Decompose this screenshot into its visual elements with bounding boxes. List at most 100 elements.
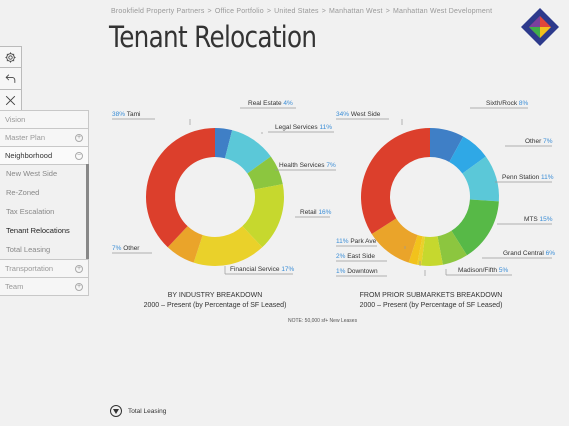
- slice-value: 7%: [112, 245, 122, 252]
- collapse-icon[interactable]: −: [75, 151, 83, 160]
- slice-name: Downtown: [347, 268, 378, 275]
- slice-label-real-estate: Real Estate 4%: [248, 100, 293, 107]
- chart-caption-submarkets: FROM PRIOR SUBMARKETS BREAKDOWN 2000 – P…: [351, 291, 511, 311]
- slice-label-other: 7% Other: [112, 245, 139, 252]
- breadcrumb: Brookfield Property Partners > Office Port…: [111, 8, 492, 15]
- slice-label-tami: 38% Tami: [112, 111, 140, 118]
- slice-name: Health Services: [279, 162, 325, 169]
- logo-shape-c: [540, 27, 551, 38]
- slice-value: 38%: [112, 111, 126, 118]
- breadcrumb-separator: >: [385, 8, 390, 15]
- sidebar-subitem-tenant-relocations[interactable]: Tenant Relocations: [6, 226, 70, 235]
- breadcrumb-separator: >: [266, 8, 272, 15]
- donut-slice-east-side: [408, 235, 423, 265]
- slice-name: East Side: [347, 253, 376, 260]
- slice-value: 2%: [336, 253, 346, 260]
- donut-slice-other: [167, 226, 203, 263]
- sidebar-subitem-tax-escalation[interactable]: Tax Escalation: [6, 207, 55, 216]
- slice-name: Grand Central: [503, 250, 544, 257]
- donut-slice-legal-services: [224, 130, 271, 174]
- expand-icon[interactable]: +: [75, 133, 83, 142]
- total-leasing-link[interactable]: Total Leasing: [110, 405, 166, 417]
- slice-label-east-side: 2% East Side: [336, 253, 375, 260]
- slice-label-financial-service: Financial Service 17%: [230, 266, 294, 273]
- breadcrumb-item[interactable]: Manhattan West: [329, 8, 383, 15]
- donut-slice-downtown: [417, 236, 425, 266]
- chart-subtitle: 2000 – Present (by Percentage of SF Leas…: [143, 302, 287, 309]
- slice-name: Madison/Fifth: [458, 267, 498, 274]
- breadcrumb-separator: >: [321, 8, 327, 15]
- slice-label-legal-services: Legal Services 11%: [275, 124, 332, 131]
- slice-name: Park Ave: [350, 238, 377, 245]
- slice-value: 34%: [336, 111, 350, 118]
- sidebar-item-label: Vision: [5, 115, 26, 124]
- donut-slice-other: [449, 136, 486, 174]
- sidebar-item-team[interactable]: Team +: [0, 277, 89, 296]
- chart-title: BY INDUSTRY BREAKDOWN: [167, 292, 263, 299]
- slice-label-west-side: 34% West Side: [336, 111, 380, 118]
- gear-icon: [5, 51, 16, 63]
- breadcrumb-item[interactable]: Brookfield Property Partners: [111, 8, 205, 15]
- donut-slice-health-services: [247, 156, 283, 190]
- slice-value: 11%: [541, 174, 554, 181]
- sidebar-submenu: New West Side Re-Zoned Tax Escalation Te…: [0, 164, 89, 259]
- donut-slice-west-side: [361, 128, 430, 234]
- breadcrumb-item[interactable]: Manhattan West Development: [392, 8, 493, 15]
- slice-value: 15%: [539, 216, 553, 223]
- slice-name: Tami: [126, 111, 141, 118]
- slice-name: West Side: [350, 111, 381, 118]
- expand-icon[interactable]: +: [75, 264, 83, 273]
- slice-label-mts: MTS 15%: [524, 216, 553, 223]
- slice-value: 7%: [326, 162, 336, 169]
- slice-value: 4%: [283, 100, 293, 107]
- slice-label-penn-station: Penn Station 11%: [502, 174, 554, 181]
- slice-name: Penn Station: [502, 174, 540, 181]
- donut-slice-grand-central: [437, 230, 467, 265]
- donut-slice-tami: [146, 128, 215, 248]
- chart-caption-industry: BY INDUSTRY BREAKDOWN 2000 – Present (by…: [135, 291, 295, 311]
- expand-icon[interactable]: +: [75, 282, 83, 291]
- logo-shape-e: [529, 16, 540, 27]
- close-button[interactable]: [0, 90, 22, 112]
- donut-slice-mts: [451, 199, 499, 256]
- slice-label-other: Other 7%: [525, 138, 552, 145]
- back-arrow-icon: [5, 74, 16, 83]
- slice-value: 17%: [281, 266, 295, 273]
- settings-button[interactable]: [0, 46, 22, 68]
- slice-label-sixth-rock: Sixth/Rock 8%: [486, 100, 528, 107]
- close-icon: [5, 95, 16, 106]
- footnote: NOTE: 50,000 sf+ New Leases: [288, 318, 358, 324]
- slice-name: MTS: [524, 216, 538, 223]
- breadcrumb-item[interactable]: United States: [274, 8, 319, 15]
- sidebar-nav: Vision Master Plan + Neighborhood − New We…: [0, 110, 89, 296]
- logo: [521, 8, 559, 46]
- sidebar-item-label: Master Plan: [5, 133, 46, 142]
- donut-slice-retail: [242, 184, 285, 248]
- slice-label-health-services: Health Services 7%: [279, 162, 336, 169]
- donut-slice-sixth-rock: [430, 128, 464, 162]
- toolbar: [0, 46, 22, 112]
- slice-name: Retail: [300, 209, 317, 216]
- donut-slice-penn-station: [462, 156, 499, 202]
- sidebar-item-neighborhood[interactable]: Neighborhood −: [0, 146, 89, 165]
- sidebar-subitem-total-leasing[interactable]: Total Leasing: [6, 245, 51, 254]
- slice-name: Other: [525, 138, 542, 145]
- total-leasing-label: Total Leasing: [128, 407, 167, 415]
- slice-name: Financial Service: [230, 266, 280, 273]
- donut-slice-financial-service: [193, 226, 263, 266]
- slice-label-downtown: 1% Downtown: [336, 268, 378, 275]
- breadcrumb-separator: >: [207, 8, 212, 15]
- chart-title: FROM PRIOR SUBMARKETS BREAKDOWN: [359, 292, 503, 299]
- sidebar-subitem-new-west-side[interactable]: New West Side: [6, 169, 58, 178]
- slice-label-madison-fifth: Madison/Fifth 5%: [458, 267, 508, 274]
- sidebar-item-label: Transportation: [5, 264, 54, 273]
- slice-value: 7%: [543, 138, 553, 145]
- slice-name: Legal Services: [275, 124, 318, 131]
- donut-slice-real-estate: [215, 128, 233, 159]
- slice-value: 8%: [518, 100, 529, 107]
- back-button[interactable]: [0, 68, 22, 90]
- sidebar-subitem-re-zoned[interactable]: Re-Zoned: [6, 188, 40, 197]
- chart-subtitle: 2000 – Present (by Percentage of SF Leas…: [359, 302, 503, 309]
- logo-shape-d: [529, 27, 540, 38]
- breadcrumb-item[interactable]: Office Portfolio: [214, 8, 264, 15]
